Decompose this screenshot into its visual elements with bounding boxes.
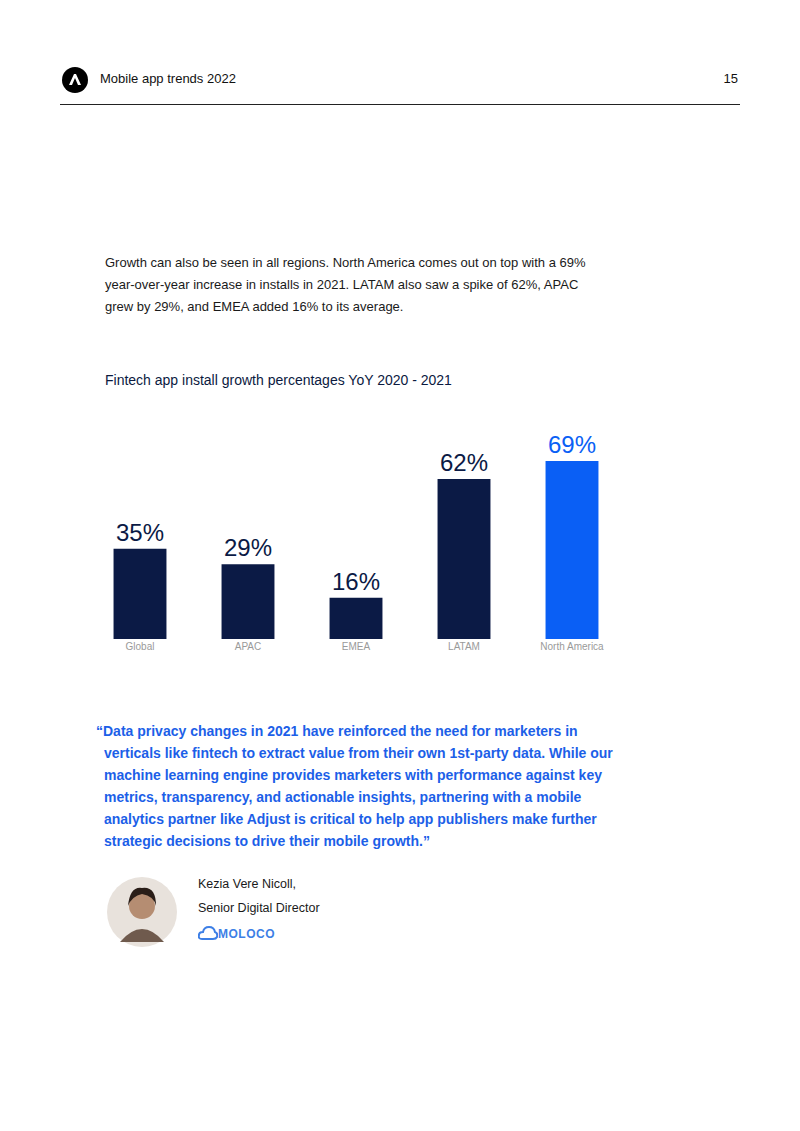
svg-text:16%: 16% <box>332 568 380 595</box>
svg-text:APAC: APAC <box>235 641 262 652</box>
svg-text:29%: 29% <box>224 534 272 561</box>
svg-text:Global: Global <box>126 641 155 652</box>
html-text:Growth can also be seen in all: Growth can also be seen in all regions. … <box>105 255 586 314</box>
html-text:15: 15 <box>723 71 738 86</box>
svg-text:62%: 62% <box>440 449 488 476</box>
svg-text:LATAM: LATAM <box>448 641 480 652</box>
html-text:Mobile app trends 2022: Mobile app trends 2022 <box>100 71 236 86</box>
svg-text:North America: North America <box>540 641 604 652</box>
svg-text:35%: 35% <box>116 519 164 546</box>
html-text:Senior Digital Director: Senior Digital Director <box>198 901 320 915</box>
svg-text:EMEA: EMEA <box>342 641 371 652</box>
html-text:“Data privacy changes in 2021: “Data privacy changes in 2021 have reinf… <box>96 723 613 849</box>
html-text:Fintech app install growth per: Fintech app install growth percentages Y… <box>105 372 452 388</box>
html-text:MOLOCO: MOLOCO <box>218 927 275 941</box>
html-text:Kezia Vere Nicoll,: Kezia Vere Nicoll, <box>198 877 296 891</box>
svg-text:69%: 69% <box>548 431 596 458</box>
